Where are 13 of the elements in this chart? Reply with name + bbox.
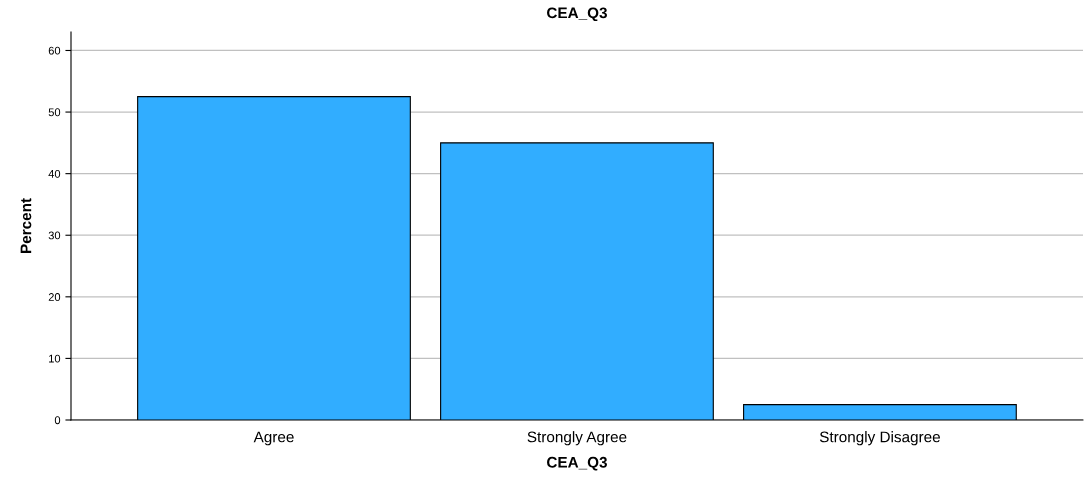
- y-axis-title: Percent: [20, 198, 32, 253]
- y-tick-label: 60: [48, 46, 61, 55]
- x-tick-label: Agree: [253, 431, 294, 446]
- y-tick-label: 50: [48, 108, 61, 117]
- x-axis-title: CEA_Q3: [547, 456, 607, 471]
- chart-title: CEA_Q3: [547, 7, 607, 22]
- x-tick-label: Strongly Agree: [527, 431, 627, 446]
- y-tick-label: 0: [54, 416, 61, 425]
- x-tick-label: Strongly Disagree: [819, 431, 940, 446]
- y-tick-label: 30: [48, 231, 61, 240]
- y-tick-label: 40: [48, 169, 61, 178]
- y-tick-label: 20: [48, 293, 61, 301]
- y-tick-label: 10: [49, 354, 61, 363]
